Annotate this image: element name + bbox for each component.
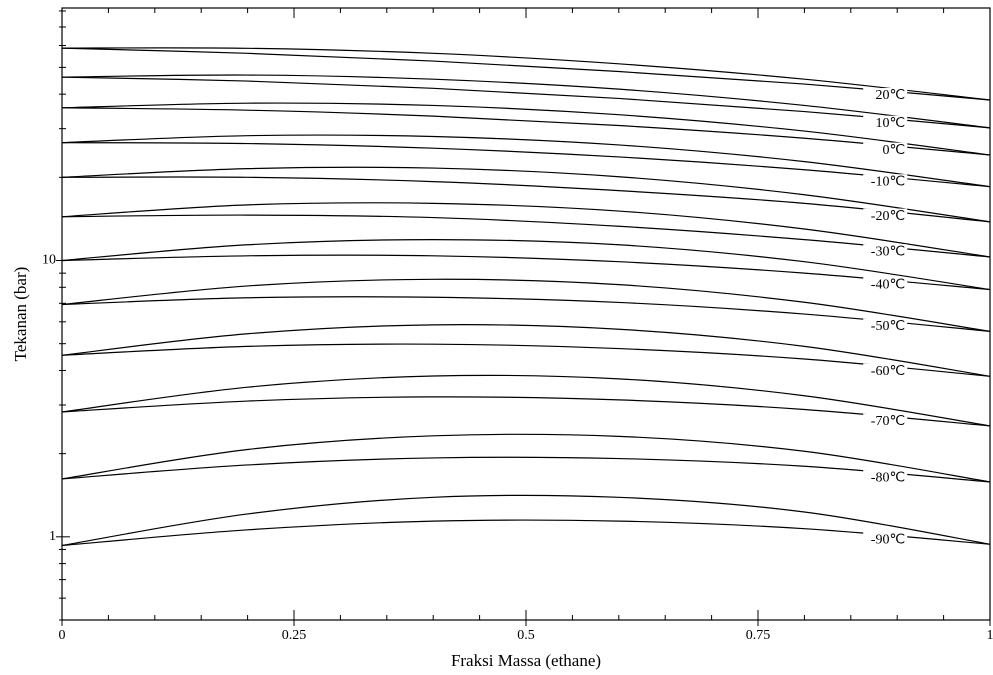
- curve-lower: [62, 457, 990, 482]
- curve-label: 10℃: [875, 116, 905, 131]
- curve-label: -30℃: [871, 245, 905, 260]
- curve-label: -50℃: [871, 319, 905, 334]
- plot-frame: [62, 8, 990, 620]
- y-tick-label: 1: [49, 529, 56, 544]
- curve-label: -90℃: [871, 533, 905, 548]
- curve-lower: [62, 344, 990, 376]
- curve-label: -40℃: [871, 278, 905, 293]
- x-tick-label: 0.25: [282, 628, 307, 643]
- curve-label: -70℃: [871, 414, 905, 429]
- y-tick-label: 10: [42, 253, 56, 268]
- curve-lower: [62, 215, 990, 257]
- curve-lower: [62, 297, 990, 332]
- x-tick-label: 0.75: [746, 628, 771, 643]
- curve-upper: [62, 375, 990, 426]
- curve-upper: [62, 279, 990, 331]
- x-axis-title: Fraksi Massa (ethane): [451, 651, 601, 670]
- curve-upper: [62, 325, 990, 377]
- x-tick-label: 1: [987, 628, 993, 643]
- curve-lower: [62, 48, 990, 100]
- curve-lower: [62, 520, 990, 545]
- page: {"chart_data": { "type": "line", "x_labe…: [0, 0, 993, 675]
- curve-lower: [62, 143, 990, 187]
- curve-label: -80℃: [871, 470, 905, 485]
- curve-label: -20℃: [871, 209, 905, 224]
- curve-lower: [62, 108, 990, 155]
- curve-upper: [62, 75, 990, 128]
- curve-label: -10℃: [871, 174, 905, 189]
- y-axis-title: Tekanan (bar): [11, 267, 30, 362]
- curve-label: 20℃: [875, 88, 905, 103]
- curve-lower: [62, 255, 990, 289]
- x-tick-label: 0: [59, 628, 66, 643]
- chart: Fraksi Massa (ethane) Tekanan (bar) 1100…: [0, 0, 993, 675]
- curve-upper: [62, 48, 990, 100]
- curve-upper: [62, 240, 990, 290]
- x-tick-label: 0.5: [517, 628, 535, 643]
- curve-label: 0℃: [882, 143, 905, 158]
- curve-upper: [62, 167, 990, 222]
- curve-upper: [62, 434, 990, 482]
- curve-upper: [62, 203, 990, 257]
- curve-lower: [62, 397, 990, 426]
- curve-label: -60℃: [871, 364, 905, 379]
